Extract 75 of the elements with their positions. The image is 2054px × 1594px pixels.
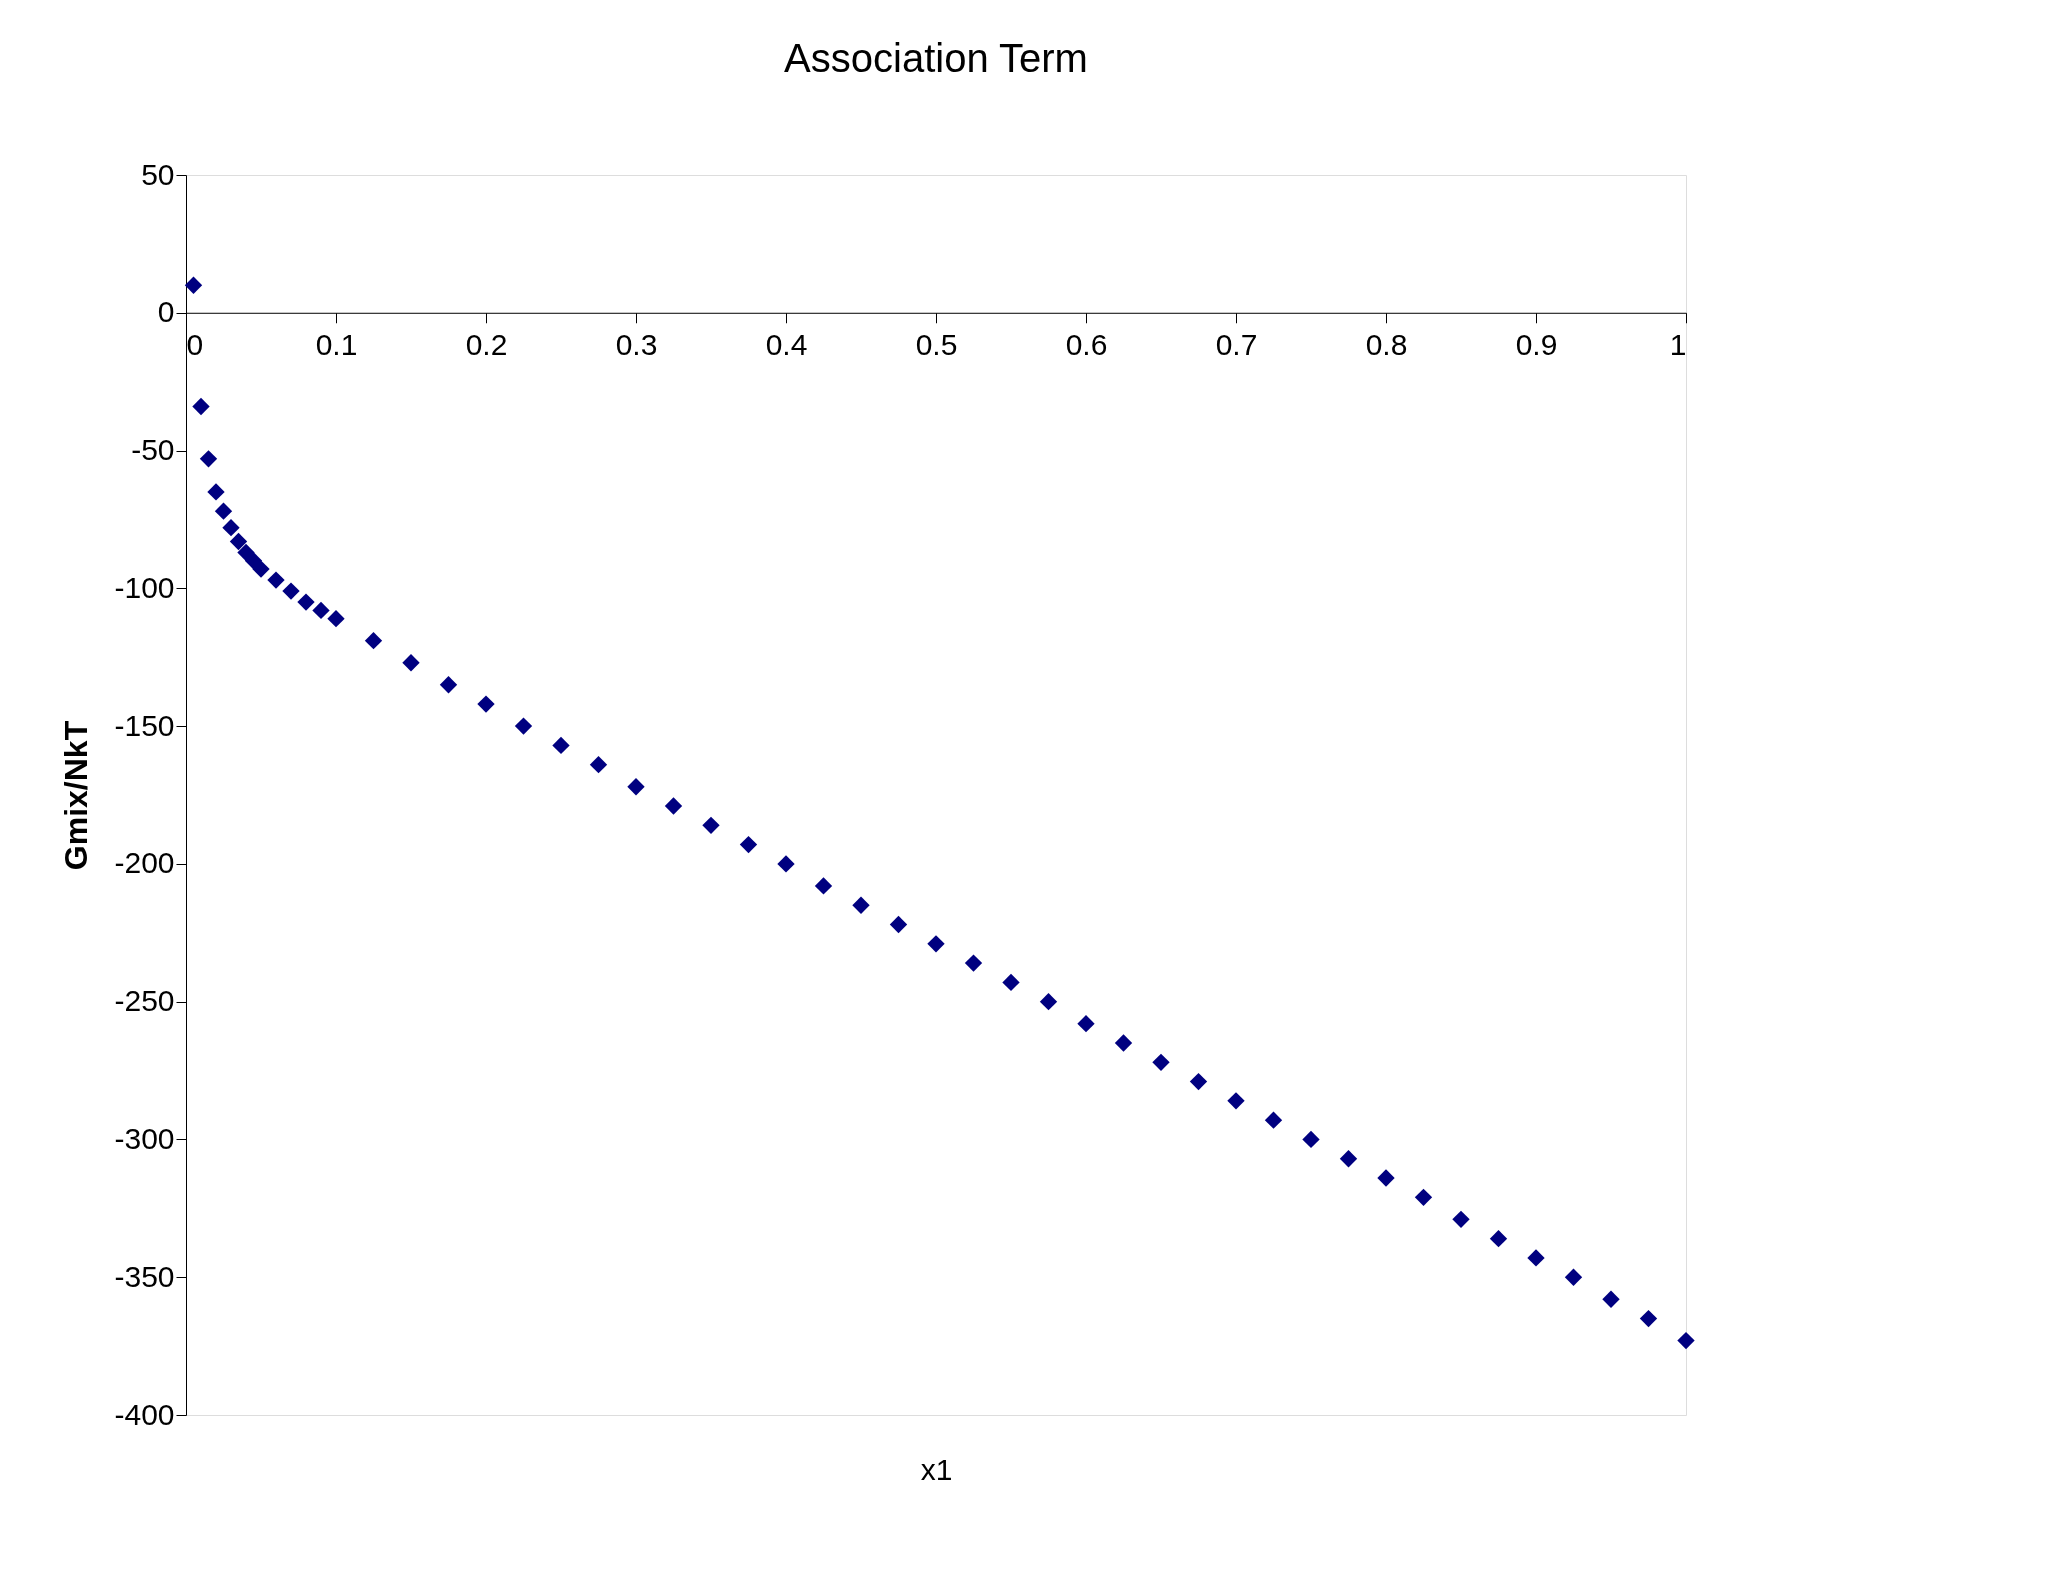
y-tick-label: -250 xyxy=(114,984,175,1018)
y-tick-label: 50 xyxy=(141,157,175,191)
point xyxy=(1264,1111,1283,1129)
point xyxy=(1302,1130,1320,1149)
x-tick-label: 0.3 xyxy=(615,328,658,362)
point xyxy=(192,397,210,416)
point xyxy=(1377,1169,1395,1187)
point xyxy=(439,676,458,694)
point xyxy=(1227,1092,1245,1110)
point xyxy=(889,915,908,934)
point xyxy=(1189,1072,1208,1091)
point xyxy=(552,736,570,755)
x-tick-label: 0.8 xyxy=(1365,328,1408,362)
point xyxy=(1114,1034,1133,1052)
y-tick-label: -400 xyxy=(114,1397,175,1431)
point xyxy=(589,756,608,774)
y-tick-label: -200 xyxy=(114,846,175,880)
point xyxy=(777,855,795,873)
point xyxy=(739,835,758,854)
point xyxy=(184,276,203,294)
point xyxy=(237,543,255,562)
point xyxy=(1077,1015,1095,1033)
point xyxy=(627,778,645,796)
point xyxy=(364,632,383,650)
point xyxy=(402,654,420,672)
y-tick-label: -300 xyxy=(114,1121,175,1155)
y-tick-label: -350 xyxy=(114,1259,175,1293)
point xyxy=(1527,1249,1545,1267)
point xyxy=(1339,1150,1358,1168)
y-tick-label: -100 xyxy=(114,570,175,604)
x-tick-label: 0.2 xyxy=(465,328,508,362)
point xyxy=(214,502,233,520)
point xyxy=(327,609,345,628)
x-axis-title: x1 xyxy=(920,1452,953,1486)
x-tick-label: 1 xyxy=(1669,328,1687,362)
point xyxy=(1602,1290,1620,1308)
point xyxy=(207,483,225,501)
point xyxy=(814,877,833,895)
point xyxy=(252,560,270,578)
point xyxy=(964,954,983,972)
point xyxy=(514,717,533,735)
x-tick-label: 0.1 xyxy=(315,328,358,362)
point xyxy=(229,532,248,551)
point xyxy=(282,582,300,600)
point xyxy=(199,450,218,468)
point xyxy=(297,593,315,611)
point xyxy=(1564,1268,1583,1286)
point xyxy=(1677,1331,1695,1350)
point xyxy=(852,896,870,914)
y-tick-label: -50 xyxy=(131,433,175,467)
point xyxy=(1152,1053,1170,1071)
chart-title: Association Term xyxy=(784,36,1088,80)
point xyxy=(267,571,285,589)
point xyxy=(664,797,683,815)
point xyxy=(702,816,720,834)
point xyxy=(1489,1229,1508,1248)
point xyxy=(1414,1188,1433,1206)
x-tick-label: 0.7 xyxy=(1215,328,1258,362)
point xyxy=(312,601,330,620)
x-tick-label: 0.6 xyxy=(1065,328,1108,362)
point xyxy=(1639,1309,1658,1328)
x-tick-label: 0.4 xyxy=(765,328,808,362)
point xyxy=(222,519,240,537)
x-tick-label: 0 xyxy=(186,328,204,362)
point xyxy=(927,935,945,953)
point xyxy=(1039,993,1058,1011)
point xyxy=(1452,1210,1470,1229)
x-tick-label: 0.5 xyxy=(915,328,958,362)
point xyxy=(244,552,263,570)
point xyxy=(1002,973,1020,992)
y-axis-title: Gmix/NkT xyxy=(58,720,95,871)
y-tick-label: 0 xyxy=(157,295,175,329)
y-tick-label: -150 xyxy=(114,708,175,742)
x-tick-label: 0.9 xyxy=(1515,328,1558,362)
point xyxy=(477,695,495,713)
